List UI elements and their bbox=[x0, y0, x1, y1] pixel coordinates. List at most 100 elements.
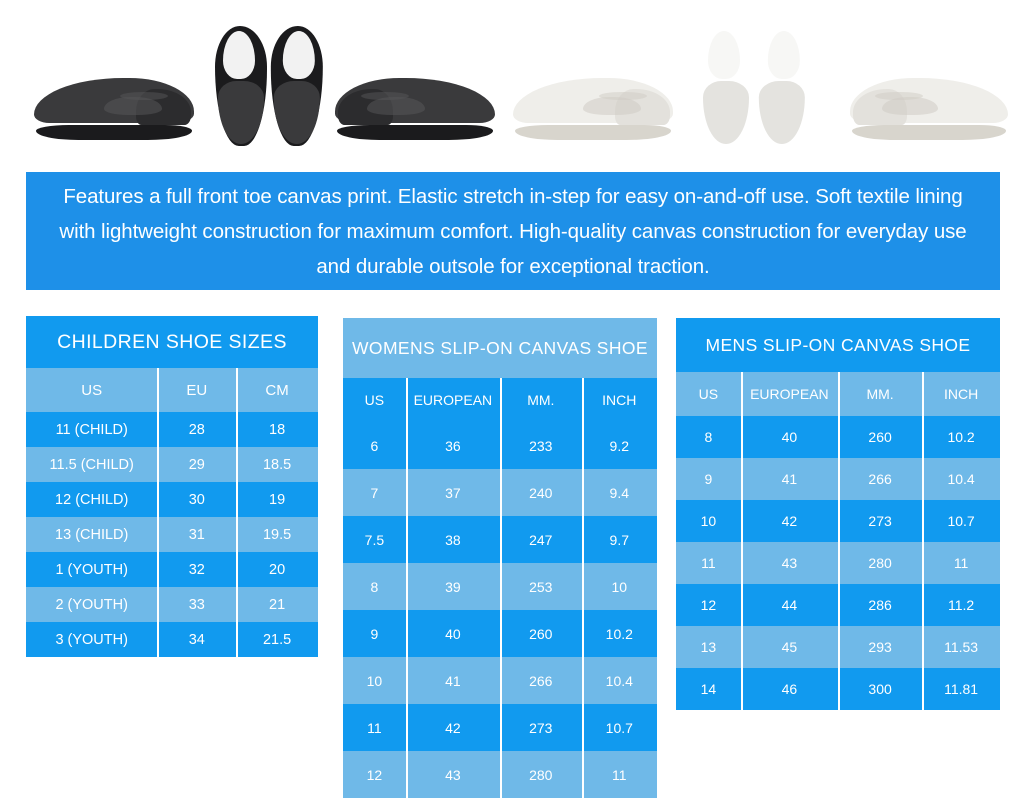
shoe-outsole bbox=[851, 125, 1007, 140]
cell-us: 8 bbox=[704, 429, 713, 445]
cell-eu: 32 bbox=[157, 552, 236, 587]
cell-european: 39 bbox=[405, 563, 500, 610]
cell-inch: 9.2 bbox=[581, 422, 657, 469]
cell-inch: 10.2 bbox=[581, 610, 657, 657]
table-row: 1 (YOUTH) 32 20 bbox=[26, 552, 318, 587]
shoe-gallery bbox=[0, 0, 1024, 172]
black-slipon-top-pair bbox=[215, 26, 323, 146]
cell-inch: 9.7 bbox=[581, 516, 657, 563]
cell-us: 8 bbox=[370, 578, 379, 595]
shoe-outsole bbox=[336, 125, 494, 140]
children-table-header-row: US EU CM bbox=[26, 368, 318, 412]
white-slipon-side-right bbox=[850, 78, 1008, 140]
shoe-elastic-gore bbox=[120, 91, 169, 100]
cell-european: 37 bbox=[405, 469, 500, 516]
table-row: 8 39 253 10 bbox=[343, 563, 657, 610]
cell-cm: 21 bbox=[236, 587, 318, 622]
shoe-lining bbox=[223, 30, 256, 79]
cell-mm: 286 bbox=[837, 584, 922, 626]
cell-european: 46 bbox=[740, 668, 838, 710]
shoe-elastic-gore bbox=[360, 91, 409, 100]
column-header-us: US bbox=[364, 392, 385, 408]
feature-description-text: Features a full front toe canvas print. … bbox=[59, 184, 967, 278]
cell-us: 2 (YOUTH) bbox=[55, 596, 128, 613]
table-row: 12 (CHILD) 30 19 bbox=[26, 482, 318, 517]
mens-table-header-row: US EUROPEAN MM. INCH bbox=[676, 372, 1000, 416]
table-row: 12 43 280 11 bbox=[343, 751, 657, 798]
cell-european: 43 bbox=[740, 542, 838, 584]
cell-us: 3 (YOUTH) bbox=[55, 631, 128, 648]
cell-european: 43 bbox=[405, 751, 500, 798]
cell-us: 12 bbox=[700, 597, 717, 613]
cell-eu: 28 bbox=[157, 412, 236, 447]
cell-us: 10 bbox=[700, 513, 717, 529]
children-size-table: CHILDREN SHOE SIZES US EU CM 11 (CHILD) 28 18 1… bbox=[26, 316, 318, 657]
cell-us: 9 bbox=[370, 625, 379, 642]
cell-mm: 260 bbox=[499, 610, 582, 657]
cell-mm: 273 bbox=[499, 704, 582, 751]
table-row: 14 46 300 11.81 bbox=[676, 668, 1000, 710]
cell-inch: 11.81 bbox=[922, 668, 1000, 710]
table-row: 11 (CHILD) 28 18 bbox=[26, 412, 318, 447]
cell-us: 13 (CHILD) bbox=[55, 526, 129, 543]
cell-inch: 10.4 bbox=[922, 458, 1000, 500]
cell-us: 11 bbox=[367, 719, 382, 736]
cell-inch: 10.7 bbox=[581, 704, 657, 751]
table-row: 6 36 233 9.2 bbox=[343, 422, 657, 469]
column-header-us: US bbox=[81, 381, 103, 399]
cell-us: 11.5 (CHILD) bbox=[49, 456, 134, 473]
shoe-elastic-gore bbox=[599, 91, 648, 100]
table-row: 13 (CHILD) 31 19.5 bbox=[26, 517, 318, 552]
shoe-vamp bbox=[367, 96, 425, 116]
cell-european: 38 bbox=[405, 516, 500, 563]
cell-inch: 9.4 bbox=[581, 469, 657, 516]
cell-cm: 20 bbox=[236, 552, 318, 587]
table-row: 13 45 293 11.53 bbox=[676, 626, 1000, 668]
shoe-vamp bbox=[881, 96, 939, 116]
womens-table-header-row: US EUROPEAN MM. INCH bbox=[343, 378, 657, 422]
cell-us: 1 (YOUTH) bbox=[55, 561, 128, 578]
column-header-mm: MM. bbox=[499, 378, 582, 422]
cell-mm: 280 bbox=[499, 751, 582, 798]
table-row: 2 (YOUTH) 33 21 bbox=[26, 587, 318, 622]
cell-mm: 253 bbox=[499, 563, 582, 610]
cell-mm: 293 bbox=[837, 626, 922, 668]
cell-inch: 11.53 bbox=[922, 626, 1000, 668]
cell-european: 44 bbox=[740, 584, 838, 626]
cell-inch: 11.2 bbox=[922, 584, 1000, 626]
cell-european: 42 bbox=[740, 500, 838, 542]
cell-mm: 233 bbox=[499, 422, 582, 469]
cell-mm: 266 bbox=[837, 458, 922, 500]
white-slipon-side-left bbox=[513, 78, 673, 140]
shoe-toe-canvas bbox=[703, 81, 749, 144]
cell-us: 14 bbox=[700, 681, 717, 697]
column-header-cm: CM bbox=[236, 368, 318, 412]
cell-mm: 247 bbox=[499, 516, 582, 563]
shoe-right-top bbox=[756, 26, 808, 146]
cell-us: 12 bbox=[366, 766, 383, 783]
black-slipon-side-right bbox=[335, 78, 495, 140]
cell-inch: 10 bbox=[581, 563, 657, 610]
table-row: 3 (YOUTH) 34 21.5 bbox=[26, 622, 318, 657]
cell-us: 7 bbox=[370, 484, 379, 501]
cell-european: 41 bbox=[740, 458, 838, 500]
mens-size-table: MENS SLIP-ON CANVAS SHOE US EUROPEAN MM. INC… bbox=[676, 318, 1000, 710]
cell-us: 12 (CHILD) bbox=[55, 491, 129, 508]
cell-cm: 21.5 bbox=[236, 622, 318, 657]
cell-mm: 240 bbox=[499, 469, 582, 516]
shoe-elastic-gore bbox=[875, 91, 923, 100]
cell-european: 36 bbox=[405, 422, 500, 469]
cell-cm: 19 bbox=[236, 482, 318, 517]
cell-mm: 280 bbox=[837, 542, 922, 584]
cell-european: 41 bbox=[405, 657, 500, 704]
cell-eu: 30 bbox=[157, 482, 236, 517]
cell-inch: 11 bbox=[922, 542, 1000, 584]
cell-european: 40 bbox=[740, 416, 838, 458]
shoe-vamp bbox=[104, 96, 162, 116]
table-row: 9 40 260 10.2 bbox=[343, 610, 657, 657]
shoe-lining bbox=[708, 30, 741, 79]
table-row: 11 43 280 11 bbox=[676, 542, 1000, 584]
shoe-outsole bbox=[35, 125, 193, 140]
cell-eu: 34 bbox=[157, 622, 236, 657]
cell-us: 7.5 bbox=[364, 531, 385, 548]
